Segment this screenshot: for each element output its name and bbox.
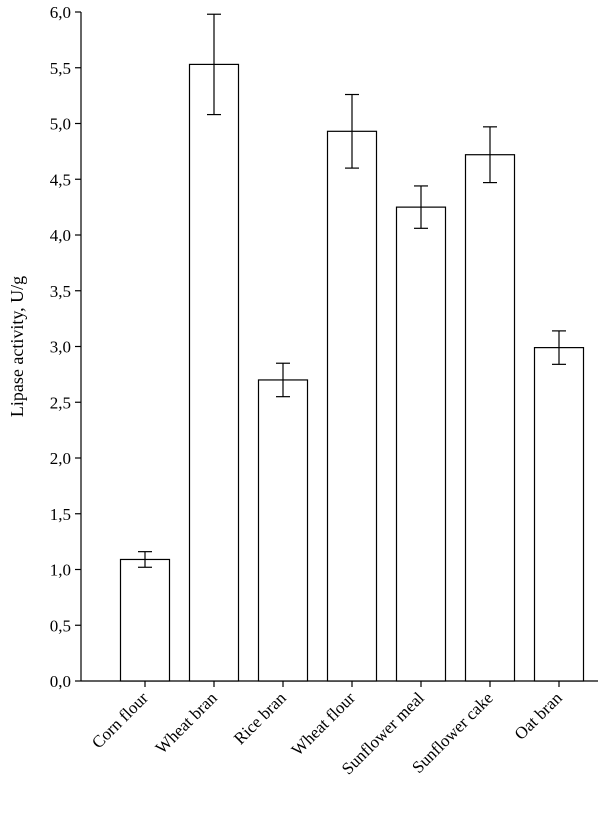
y-axis: 0,0 0,5 1,0 1,5 2,0 2,5 3,0 3,5 4,0 4,5 5,0 5,5 6,0 (50, 3, 82, 691)
bar (326, 130, 378, 682)
category-label: Rice bran (230, 688, 290, 748)
y-tick-label: 0,5 (50, 616, 71, 635)
y-tick-label: 4,0 (50, 226, 71, 245)
bar (464, 154, 516, 682)
category-label: Wheat flour (288, 688, 359, 759)
y-tick-label: 5,5 (50, 59, 71, 78)
y-tick-label: 5,0 (50, 115, 71, 134)
y-tick-label: 4,5 (50, 170, 71, 189)
category-label: Wheat bran (152, 688, 222, 758)
bar (188, 63, 240, 682)
y-tick-label: 1,0 (50, 561, 71, 580)
y-tick-label: 2,5 (50, 393, 71, 412)
y-tick-label: 3,5 (50, 282, 71, 301)
x-axis (81, 680, 598, 687)
bar (257, 379, 309, 682)
y-tick-label: 2,0 (50, 449, 71, 468)
bar (533, 347, 585, 682)
error-bars (138, 13, 566, 568)
y-tick-label: 0,0 (50, 672, 71, 691)
y-axis-label: Lipase activity, U/g (7, 276, 27, 417)
y-tick-label: 3,0 (50, 338, 71, 357)
bar (395, 206, 447, 682)
y-tick-label: 6,0 (50, 3, 71, 22)
y-tick-label: 1,5 (50, 505, 71, 524)
category-label: Oat bran (511, 688, 567, 744)
category-label: Corn flour (88, 688, 152, 752)
bar (119, 558, 171, 682)
